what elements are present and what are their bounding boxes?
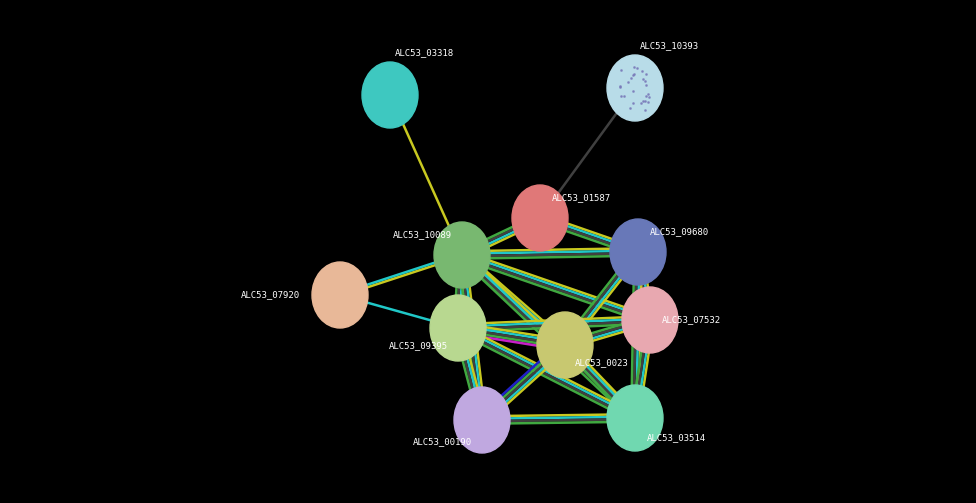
Text: ALC53_09680: ALC53_09680 bbox=[650, 227, 710, 236]
Text: ALC53_0023: ALC53_0023 bbox=[575, 359, 629, 368]
Text: ALC53_00190: ALC53_00190 bbox=[413, 438, 472, 447]
Text: ALC53_10393: ALC53_10393 bbox=[640, 42, 699, 50]
Text: ALC53_03318: ALC53_03318 bbox=[395, 48, 454, 57]
Ellipse shape bbox=[607, 385, 663, 451]
Ellipse shape bbox=[454, 387, 510, 453]
Text: ALC53_01587: ALC53_01587 bbox=[552, 194, 611, 203]
Ellipse shape bbox=[434, 222, 490, 288]
Text: ALC53_03514: ALC53_03514 bbox=[647, 434, 706, 443]
Ellipse shape bbox=[512, 185, 568, 251]
Ellipse shape bbox=[622, 287, 678, 353]
Ellipse shape bbox=[312, 262, 368, 328]
Ellipse shape bbox=[607, 55, 663, 121]
Text: ALC53_07920: ALC53_07920 bbox=[241, 291, 300, 299]
Ellipse shape bbox=[610, 219, 666, 285]
Ellipse shape bbox=[430, 295, 486, 361]
Text: ALC53_09395: ALC53_09395 bbox=[388, 342, 448, 351]
Ellipse shape bbox=[362, 62, 418, 128]
Ellipse shape bbox=[537, 312, 593, 378]
Text: ALC53_10089: ALC53_10089 bbox=[393, 230, 452, 239]
Text: ALC53_07532: ALC53_07532 bbox=[662, 315, 721, 324]
